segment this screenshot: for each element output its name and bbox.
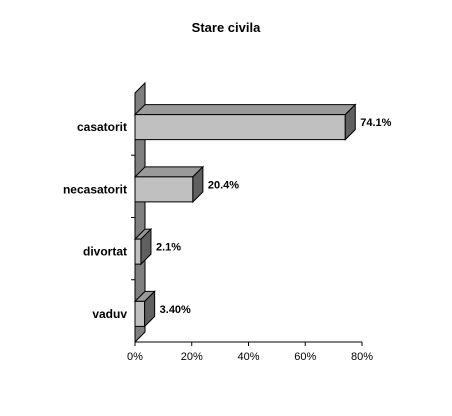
chart-title: Stare civila	[192, 20, 261, 35]
data-label: 74.1%	[360, 117, 391, 129]
x-tick-label: 40%	[237, 351, 259, 363]
data-label: 2.1%	[156, 242, 181, 254]
category-label: necasatorit	[63, 182, 127, 196]
bar-necasatorit	[134, 176, 194, 203]
bar-top-face	[133, 104, 357, 116]
bar-side-face	[144, 290, 156, 328]
data-label: 20.4%	[208, 179, 239, 191]
x-tick-label: 20%	[181, 351, 203, 363]
bar-divortat	[134, 238, 142, 265]
data-label: 3.40%	[160, 304, 191, 316]
x-tick-label: 0%	[127, 351, 143, 363]
x-tick-label: 80%	[351, 351, 373, 363]
bar-side-face	[140, 227, 152, 266]
bar-casatorit	[134, 114, 346, 141]
bar-vaduv	[134, 300, 146, 327]
bar-side-face	[344, 103, 356, 141]
category-label: vaduv	[92, 307, 127, 321]
category-label: casatorit	[77, 120, 127, 134]
bar-top-face	[133, 166, 205, 178]
category-label: divortat	[83, 245, 127, 259]
bar-side-face	[192, 165, 204, 204]
x-tick-label: 60%	[294, 351, 316, 363]
